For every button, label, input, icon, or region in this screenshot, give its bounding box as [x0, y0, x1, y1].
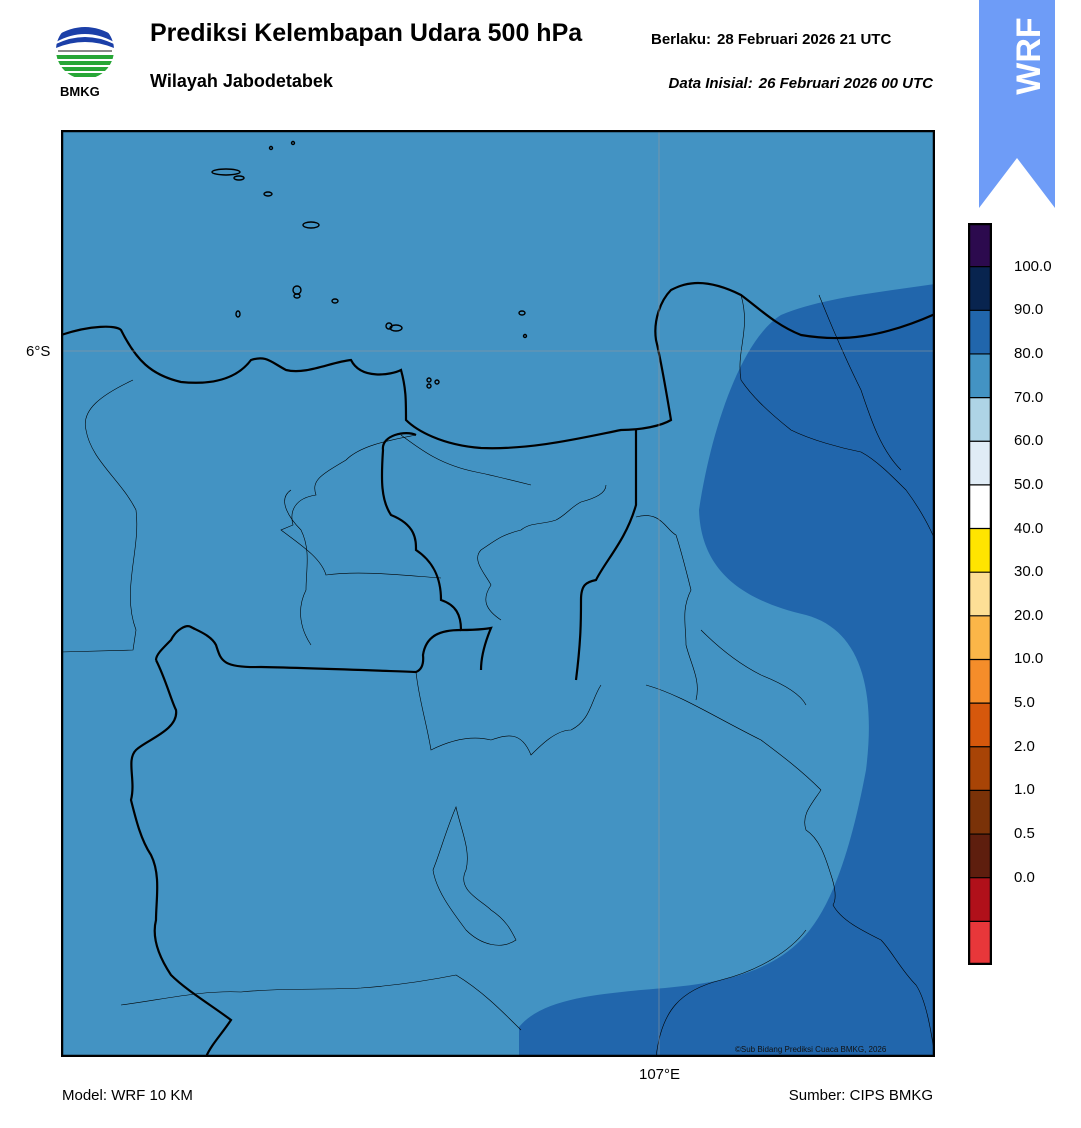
islands	[211, 140, 528, 389]
colorbar-segment	[968, 659, 992, 704]
lat-label: 6°S	[26, 343, 51, 360]
colorbar-segment	[968, 441, 992, 486]
colorbar-segment	[968, 528, 992, 573]
district-boundaries	[61, 294, 935, 1057]
map-title: Prediksi Kelembapan Udara 500 hPa	[150, 19, 583, 47]
map-frame	[61, 130, 935, 1057]
lon-label: 107°E	[639, 1066, 681, 1083]
map-subtitle: Wilayah Jabodetabek	[150, 71, 333, 91]
colorbar-segment	[968, 615, 992, 660]
colorbar-segment	[968, 223, 992, 268]
colorbar-segment	[968, 921, 992, 965]
colorbar-segment	[968, 834, 992, 879]
colorbar-segment	[968, 310, 992, 355]
colorbar-segment	[968, 266, 992, 311]
colorbar-tick-label: 10.0	[1014, 650, 1044, 668]
source-label: Sumber: CIPS BMKG	[788, 1087, 933, 1104]
colorbar-tick-label: 50.0	[1014, 475, 1044, 493]
colorbar-segment	[968, 790, 992, 835]
colorbar-tick-label: 1.0	[1014, 781, 1035, 799]
colorbar	[968, 223, 992, 965]
copyright-text: ©Sub Bidang Prediksi Cuaca BMKG, 2026	[735, 1045, 887, 1054]
wrf-badge: WRF	[979, 0, 1055, 208]
colorbar-tick-label: 2.0	[1014, 737, 1035, 755]
colorbar-tick-label: 0.5	[1014, 825, 1035, 843]
humidity-field-80-90	[519, 284, 935, 1057]
init-value: 26 Februari 2026 00 UTC	[758, 75, 933, 92]
valid-value: 28 Februari 2026 21 UTC	[717, 31, 892, 48]
bmkg-logo-icon	[56, 21, 114, 79]
colorbar-tick-label: 60.0	[1014, 432, 1044, 450]
colorbar-tick-label: 5.0	[1014, 694, 1035, 712]
init-label: Data Inisial:	[668, 75, 753, 92]
province-boundaries	[61, 281, 935, 1057]
colorbar-segment	[968, 746, 992, 791]
badge-text: WRF	[1010, 17, 1048, 94]
colorbar-segment	[968, 877, 992, 922]
colorbar-frame	[968, 223, 992, 965]
colorbar-segment	[968, 484, 992, 530]
colorbar-tick-label: 20.0	[1014, 606, 1044, 624]
colorbar-tick-label: 80.0	[1014, 344, 1044, 362]
humidity-map	[61, 130, 935, 1057]
colorbar-tick-label: 40.0	[1014, 519, 1044, 537]
colorbar-segment	[968, 397, 992, 442]
logo-text: BMKG	[60, 84, 100, 99]
colorbar-segment	[968, 703, 992, 748]
badge-shape	[979, 0, 1055, 208]
colorbar-tick-label: 0.0	[1014, 868, 1035, 886]
colorbar-tick-label: 90.0	[1014, 301, 1044, 319]
colorbar-segment	[968, 353, 992, 399]
colorbar-tick-label: 100.0	[1014, 257, 1052, 275]
init-time: Data Inisial: 26 Februari 2026 00 UTC	[669, 75, 933, 92]
valid-time: Berlaku: 28 Februari 2026 21 UTC	[651, 31, 891, 48]
colorbar-segment	[968, 572, 992, 617]
model-label: Model: WRF 10 KM	[62, 1087, 193, 1104]
valid-label: Berlaku:	[651, 31, 712, 48]
colorbar-tick-label: 30.0	[1014, 563, 1044, 581]
colorbar-tick-label: 70.0	[1014, 388, 1044, 406]
